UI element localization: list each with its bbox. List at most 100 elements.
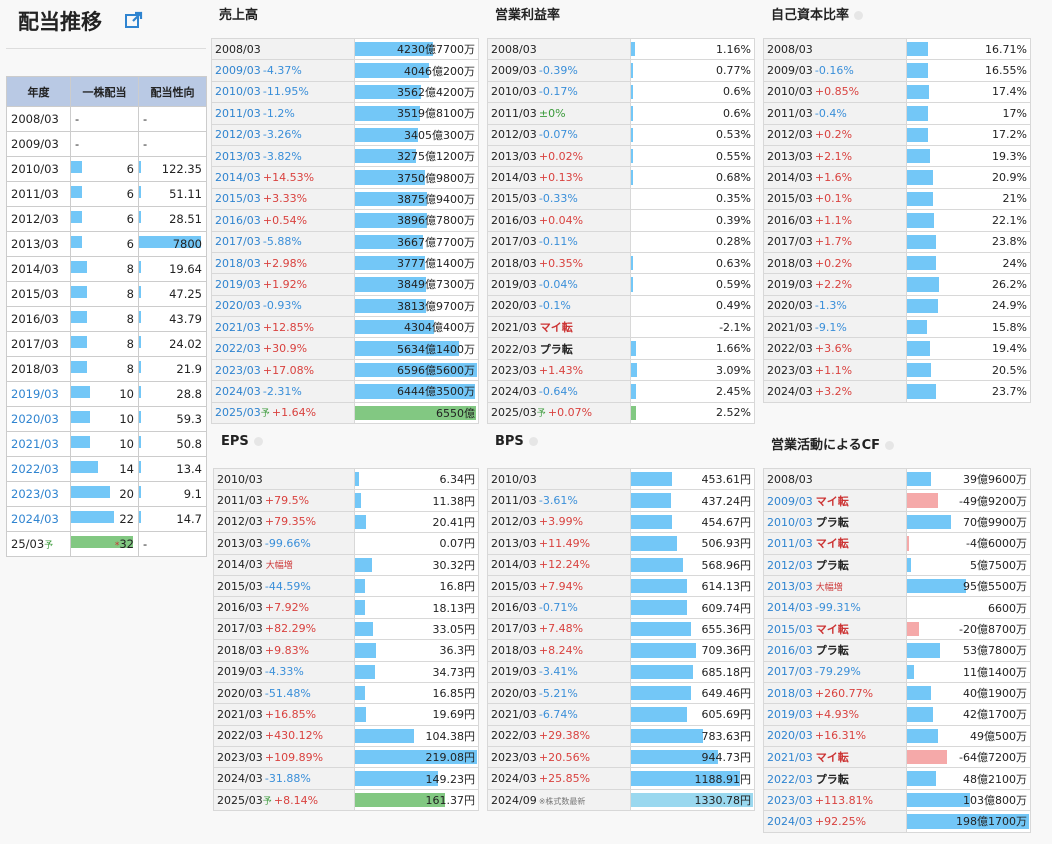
value-bar	[907, 750, 948, 765]
dividend-value: 10	[119, 387, 134, 401]
value-bar	[907, 557, 911, 572]
info-icon[interactable]	[885, 441, 895, 450]
value-bar	[631, 493, 672, 508]
year-label[interactable]: 2009/03	[215, 64, 261, 78]
year-label[interactable]: 2018/03	[767, 686, 813, 700]
table-row: 2011/03 -1.2% 3519億8100万	[211, 102, 479, 125]
dividend-bar	[71, 311, 87, 323]
year-label[interactable]: 2025/03	[215, 406, 261, 420]
year-label[interactable]: 2013/03	[215, 149, 261, 163]
year-label[interactable]: 2021/03	[215, 320, 261, 334]
value-bar	[355, 320, 435, 335]
value-cell: 3562億4200万	[354, 80, 479, 104]
info-icon[interactable]	[854, 11, 864, 20]
external-link-icon[interactable]	[124, 10, 144, 34]
year-label[interactable]: 2020/03	[767, 729, 813, 743]
year-label[interactable]: 2015/03	[767, 622, 813, 636]
value-text: 30.32円	[432, 558, 476, 572]
year-cell: 2016/03 +1.1%	[763, 209, 907, 232]
value-text: 17%	[1002, 106, 1027, 120]
dividend-value: 6	[126, 212, 134, 226]
panel-title-text: 営業活動によるCF	[771, 438, 881, 453]
year-label[interactable]: 2022/03	[767, 772, 813, 786]
year-cell[interactable]: 2020/03	[6, 406, 71, 432]
year-cell[interactable]: 2019/03	[6, 381, 71, 407]
year-label[interactable]: 2011/03	[767, 537, 813, 551]
table-row: 2014/03 +0.13% 0.68%	[487, 166, 755, 189]
year-cell[interactable]: 2022/03	[6, 456, 71, 482]
value-cell: 0.77%	[630, 59, 755, 82]
change-value: +30.9%	[260, 342, 308, 356]
value-text: 3.09%	[716, 363, 751, 377]
year-label[interactable]: 2012/03	[215, 128, 261, 142]
value-bar	[355, 685, 365, 701]
info-icon[interactable]	[528, 437, 538, 446]
year-label[interactable]: 2012/03	[767, 558, 813, 572]
year-label[interactable]: 2014/03	[767, 601, 813, 615]
change-value: -3.61%	[536, 494, 578, 508]
year-label[interactable]: 2019/03	[215, 277, 261, 291]
value-cell: 568.96円	[630, 553, 755, 576]
payout-value: 28.51	[169, 212, 202, 226]
value-cell: 6.34円	[354, 467, 479, 491]
year-label[interactable]: 2013/03	[767, 579, 813, 593]
year-label: 2016/03	[217, 601, 263, 615]
year-label[interactable]: 2016/03	[767, 644, 813, 658]
year-label[interactable]: 2010/03	[215, 85, 261, 99]
year-label[interactable]: 2009/03	[767, 494, 813, 508]
year-label[interactable]: 2014/03	[215, 171, 261, 185]
year-label[interactable]: 2017/03	[767, 665, 813, 679]
year-cell[interactable]: 2024/03	[6, 506, 71, 532]
dividend-cell: 10	[70, 431, 139, 457]
table-row: 2017/03 -0.11% 0.28%	[487, 230, 755, 253]
year-label[interactable]: 2021/03	[767, 751, 813, 765]
value-text: 0.6%	[723, 106, 751, 120]
table-row: 2020/03 +16.31% 49億500万	[763, 724, 1031, 748]
year-label[interactable]: 2024/03	[215, 384, 261, 398]
year-label: 2008/03	[215, 42, 261, 56]
value-text: 655.36円	[701, 622, 752, 636]
value-cell: 21%	[906, 187, 1031, 211]
change-tag: プラ転	[815, 515, 849, 529]
value-cell: -4億6000万	[906, 532, 1031, 555]
value-text: 20.41円	[432, 515, 476, 529]
year-label[interactable]: 2023/03	[215, 363, 261, 377]
value-text: 22.1%	[992, 213, 1027, 227]
year-cell: 2016/03	[6, 306, 71, 332]
year-cell[interactable]: 2021/03	[6, 431, 71, 457]
value-cell: 198億1700万	[906, 810, 1031, 833]
year-cell: 2009/03 マイ転	[763, 489, 907, 512]
value-text: 49億500万	[970, 729, 1027, 743]
year-label[interactable]: 2015/03	[215, 192, 261, 206]
table-row: 2025/03予 +1.64% 6550億	[211, 401, 479, 425]
table-row: 2016/03 プラ転 53億7800万	[763, 639, 1031, 662]
year-label[interactable]: 2017/03	[215, 235, 261, 249]
forecast-mark: 予	[536, 409, 546, 420]
change-value: -0.4%	[812, 106, 847, 120]
year-label[interactable]: 2018/03	[215, 256, 261, 270]
value-bar	[631, 127, 633, 142]
value-text: 20.9%	[992, 171, 1027, 185]
info-icon[interactable]	[253, 437, 263, 446]
year-label[interactable]: 2020/03	[215, 299, 261, 313]
year-cell: 2015/03 -0.33%	[487, 187, 631, 211]
change-value: +109.89%	[262, 750, 324, 764]
change-value: +7.94%	[536, 579, 584, 593]
year-cell[interactable]: 2023/03	[6, 481, 71, 507]
change-value: ±0%	[536, 106, 566, 120]
value-bar	[631, 750, 718, 765]
year-cell: 2014/03 +14.53%	[211, 166, 355, 189]
change-value: -3.82%	[260, 149, 302, 163]
year-label[interactable]: 2019/03	[767, 707, 813, 721]
change-value: -0.1%	[536, 299, 571, 313]
year-cell: 2012/03 +79.35%	[213, 510, 355, 534]
year-label[interactable]: 2023/03	[767, 793, 813, 807]
year-label: 2011/03	[491, 494, 537, 508]
year-label[interactable]: 2010/03	[767, 515, 813, 529]
year-label[interactable]: 2011/03	[215, 106, 261, 120]
year-label[interactable]: 2016/03	[215, 213, 261, 227]
value-cell: 103億800万	[906, 788, 1031, 812]
year-label[interactable]: 2022/03	[215, 342, 261, 356]
value-bar	[355, 643, 376, 658]
year-label[interactable]: 2024/03	[767, 814, 813, 828]
